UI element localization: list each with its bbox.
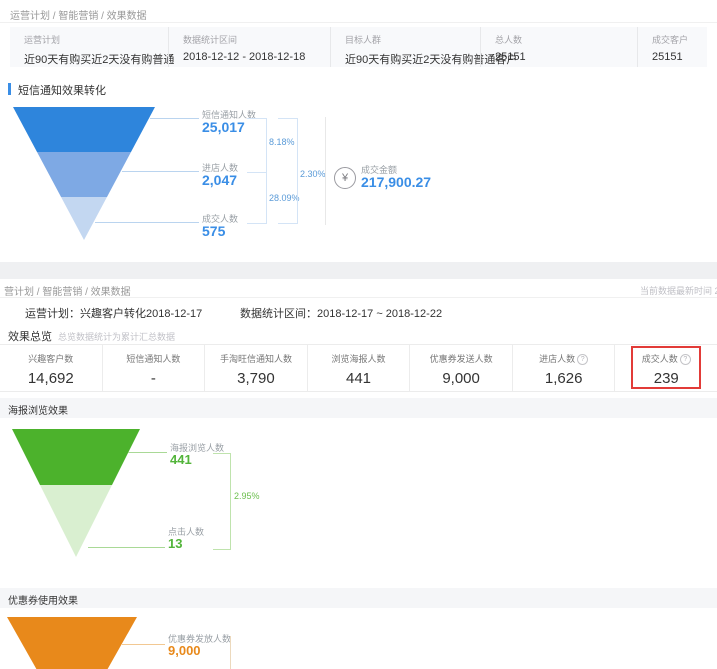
section-title-coupon: 优惠券使用效果 (8, 596, 78, 607)
conversion-rate: 2.95% (234, 491, 260, 501)
info-field-label: 成交客户 (652, 35, 689, 45)
stat-cell: 短信通知人数 - (101, 345, 205, 391)
breadcrumb[interactable]: 运营计划 / 智能营销 / 效果数据 (10, 11, 147, 22)
info-field-label: 目标人群 (345, 35, 382, 45)
rate-bracket (247, 172, 267, 224)
sms-funnel-chart (13, 107, 155, 240)
stat-cell: 兴趣客户数 14,692 (0, 345, 102, 391)
stat-label: 优惠券发送人数 (429, 354, 493, 364)
funnel-stage-value: 25,017 (202, 119, 245, 135)
info-field-label: 总人数 (495, 35, 523, 45)
stat-cell: 浏览海报人数 441 (306, 345, 410, 391)
plan-name: 运营计划：兴趣客户转化2018-12-17 (25, 308, 203, 320)
funnel-stage-label: 优惠券发放人数 (168, 634, 232, 644)
stat-label: 兴趣客户数 (28, 354, 74, 364)
funnel-stage-value: 441 (170, 452, 192, 467)
info-field-label: 数据统计区间 (183, 35, 238, 45)
funnel-tier-3 (13, 197, 155, 240)
funnel-stage-value: 13 (168, 536, 183, 551)
section-accent-bar (8, 83, 11, 95)
stats-row: 兴趣客户数 14,692 短信通知人数 - 手淘旺信通知人数 3,790 浏览海… (0, 344, 717, 392)
funnel-stage-value: 9,000 (168, 643, 201, 658)
poster-funnel-chart (12, 429, 140, 557)
info-field-value: 25151 (652, 51, 683, 63)
connector-line (150, 118, 199, 119)
stat-label: 成交人数 (641, 354, 678, 364)
stat-value: 9,000 (442, 370, 480, 387)
section-bar-coupon: 优惠券使用效果 (0, 588, 717, 608)
amount-label: 成交金额 (361, 165, 398, 175)
funnel-stage-label: 海报浏览人数 (170, 443, 225, 453)
stat-value: 14,692 (27, 370, 74, 387)
funnel-stage-value: 2,047 (202, 172, 238, 188)
stat-label: 浏览海报人数 (331, 354, 386, 364)
stat-value: 441 (346, 370, 372, 387)
divider (0, 297, 717, 298)
rate-bracket (213, 453, 231, 550)
breadcrumb[interactable]: 营计划 / 智能营销 / 效果数据 (4, 287, 131, 298)
highlight-box (631, 346, 702, 389)
overall-rate-bracket (278, 118, 298, 224)
divider (0, 22, 717, 23)
funnel-tier-1 (12, 429, 140, 486)
date-range: 数据统计区间：2018-12-17 ~ 2018-12-22 (240, 308, 443, 320)
stat-cell-highlighted: 成交人数? 239 (614, 345, 717, 391)
connector-line (128, 452, 167, 453)
rate-bracket (247, 118, 267, 173)
info-field: 数据统计区间 2018-12-12 - 2018-12-18 (168, 27, 330, 67)
connector-line (95, 222, 199, 223)
section-title-poster: 海报浏览效果 (8, 406, 68, 417)
overall-conversion-rate: 2.30% (300, 169, 326, 179)
info-field: 成交客户 25151 (637, 27, 707, 67)
plan-info-bar: 运营计划 近90天有购买近2天没有购普通 数据统计区间 2018-12-12 -… (10, 27, 707, 67)
info-field-value: 近90天有购买近2天没有购普通客户 (345, 54, 518, 66)
connector-line (122, 171, 199, 172)
funnel-stage-label: 成交人数 (202, 214, 239, 224)
connector-line (88, 547, 165, 548)
funnel-stage-label: 进店人数 (202, 163, 239, 173)
info-field-label: 运营计划 (24, 35, 61, 45)
funnel-tier-1 (13, 107, 155, 153)
stat-value: 1,626 (544, 370, 583, 387)
section-bar-poster: 海报浏览效果 (0, 398, 717, 418)
stat-cell: 手淘旺信通知人数 3,790 (204, 345, 307, 391)
info-field-value: 25151 (495, 51, 526, 63)
funnel-tier-2 (13, 152, 155, 198)
currency-icon: ¥ (334, 167, 356, 189)
conversion-rate: 28.09% (269, 193, 300, 203)
info-field-value: 近90天有购买近2天没有购普通 (24, 54, 175, 66)
stat-value: 3,790 (237, 370, 275, 387)
section-separator (0, 262, 717, 279)
funnel-stage-value: 575 (202, 223, 226, 239)
funnel-stage-label: 短信通知人数 (202, 110, 257, 120)
overview-note: 总览数据统计为累计汇总数据 (58, 332, 176, 342)
stat-value: - (150, 370, 156, 387)
stat-label: 短信通知人数 (126, 354, 181, 364)
amount-value: 217,900.27 (361, 174, 432, 190)
info-field: 目标人群 近90天有购买近2天没有购普通客户 (330, 27, 518, 67)
info-field: 总人数 25151 (480, 27, 637, 67)
info-field-value: 2018-12-12 - 2018-12-18 (183, 51, 306, 63)
info-icon[interactable]: ? (577, 354, 589, 365)
stat-value: 239 (653, 370, 679, 387)
funnel-stage-label: 点击人数 (168, 527, 205, 537)
stat-label: 手淘旺信通知人数 (219, 354, 292, 364)
overview-title: 效果总览 (8, 331, 52, 343)
info-field: 运营计划 近90天有购买近2天没有购普通 (10, 27, 175, 67)
divider (325, 117, 326, 225)
stat-label: 进店人数 (539, 354, 576, 364)
stat-cell: 优惠券发送人数 9,000 (409, 345, 512, 391)
data-update-time: 当前数据最新时间 2018-12 (640, 286, 717, 296)
section-title-sms-funnel: 短信通知效果转化 (18, 85, 106, 97)
conversion-rate: 8.18% (269, 137, 295, 147)
stat-cell: 进店人数? 1,626 (511, 345, 615, 391)
rate-bracket (230, 636, 231, 669)
connector-line (122, 644, 165, 645)
info-icon[interactable]: ? (679, 354, 691, 365)
coupon-funnel-chart (7, 617, 137, 669)
